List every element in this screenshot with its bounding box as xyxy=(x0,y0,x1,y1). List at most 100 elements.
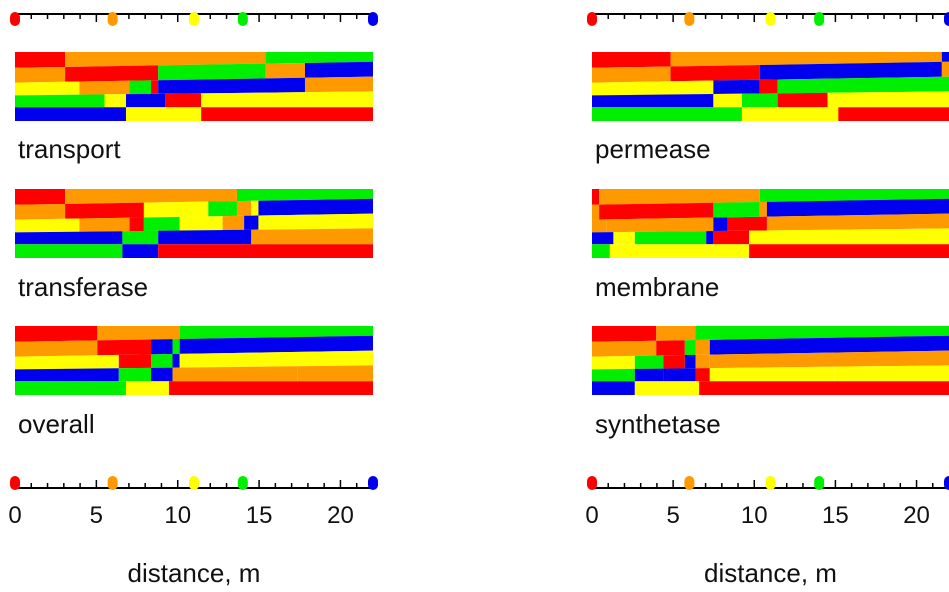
segment-C-2-3 xyxy=(172,353,180,368)
segment-C-2-4 xyxy=(179,350,373,368)
tick-label: 10 xyxy=(164,502,191,529)
tick-label: 20 xyxy=(903,502,930,529)
marker-blue xyxy=(944,476,949,490)
segment-E-0-0 xyxy=(592,189,600,205)
segment-F-4-2 xyxy=(699,381,949,395)
segment-B-1-1 xyxy=(65,202,144,219)
segment-E-4-1 xyxy=(609,244,750,258)
segment-D-2-2 xyxy=(759,79,778,94)
segment-B-3-3 xyxy=(251,228,373,245)
segment-F-1-4 xyxy=(709,335,949,355)
segment-D-2-0 xyxy=(592,80,714,96)
marker-orange xyxy=(107,476,118,490)
segment-B-2-4 xyxy=(179,216,223,231)
segment-C-3-2 xyxy=(151,367,173,382)
marker-blue xyxy=(944,12,949,26)
segment-E-1-0 xyxy=(592,204,600,220)
segment-C-0-0 xyxy=(15,326,98,342)
segment-B-1-4 xyxy=(236,200,252,216)
segment-F-4-0 xyxy=(592,381,635,395)
segment-E-2-3 xyxy=(727,216,767,231)
segment-C-3-3 xyxy=(172,366,298,382)
segment-C-2-1 xyxy=(118,354,152,369)
segment-D-1-0 xyxy=(592,66,671,83)
segment-C-1-1 xyxy=(97,339,152,356)
segment-F-4-1 xyxy=(634,381,700,395)
segment-C-3-0 xyxy=(15,368,119,382)
segment-F-0-2 xyxy=(695,326,949,341)
segment-D-4-1 xyxy=(741,107,839,121)
segment-E-3-1 xyxy=(613,231,635,245)
segment-D-3-1 xyxy=(713,93,742,108)
segment-B-1-6 xyxy=(258,198,373,216)
segment-D-0-0 xyxy=(592,52,671,68)
marker-yellow xyxy=(189,476,199,490)
segment-D-1-2 xyxy=(759,61,942,80)
segment-A-2-3 xyxy=(151,80,159,94)
segment-A-0-0 xyxy=(15,52,66,68)
marker-yellow xyxy=(765,12,776,26)
segment-E-0-2 xyxy=(759,189,949,202)
segment-F-2-0 xyxy=(592,355,635,370)
segment-F-2-5 xyxy=(709,350,949,369)
segment-E-1-4 xyxy=(766,198,949,217)
segment-E-2-1 xyxy=(606,217,714,233)
segment-F-3-3 xyxy=(695,368,710,382)
segment-C-3-4 xyxy=(297,365,373,382)
segment-B-1-2 xyxy=(143,201,209,218)
segment-E-3-3 xyxy=(706,231,714,245)
segment-B-4-1 xyxy=(122,244,159,258)
tick-label: 15 xyxy=(822,502,849,529)
segment-E-1-3 xyxy=(759,201,767,217)
segment-A-2-2 xyxy=(129,80,152,95)
segment-B-3-0 xyxy=(15,231,123,245)
segment-B-1-0 xyxy=(15,203,66,220)
marker-red xyxy=(10,476,20,490)
segment-E-0-1 xyxy=(599,189,760,205)
marker-orange xyxy=(107,12,118,26)
segment-E-2-2 xyxy=(713,217,728,232)
segment-C-1-3 xyxy=(172,339,180,354)
segment-E-2-0 xyxy=(592,219,607,233)
segment-A-1-1 xyxy=(65,65,159,82)
segment-F-1-3 xyxy=(695,339,710,355)
segment-A-1-4 xyxy=(304,61,373,78)
segment-E-3-0 xyxy=(592,232,614,245)
marker-orange xyxy=(684,12,695,26)
segment-A-3-0 xyxy=(15,94,105,108)
segment-E-2-4 xyxy=(766,213,949,231)
x-axis-title: distance, m xyxy=(704,558,837,588)
segment-F-3-0 xyxy=(592,368,635,382)
segment-B-1-5 xyxy=(251,200,259,216)
segment-B-1-3 xyxy=(208,201,237,217)
segment-C-1-0 xyxy=(15,340,98,357)
segment-B-2-1 xyxy=(79,217,130,232)
marker-yellow xyxy=(189,12,199,26)
segment-C-3-1 xyxy=(118,367,152,382)
segment-D-4-2 xyxy=(838,107,949,121)
x-axis-title: distance, m xyxy=(128,558,261,588)
marker-green xyxy=(814,476,825,490)
segment-F-1-2 xyxy=(684,340,696,356)
segment-A-1-0 xyxy=(15,66,66,83)
segment-F-1-1 xyxy=(656,340,685,356)
segment-C-0-1 xyxy=(97,326,180,341)
segment-A-4-1 xyxy=(125,107,202,121)
segment-E-3-5 xyxy=(749,228,949,245)
segment-F-2-1 xyxy=(634,355,664,369)
segment-F-0-1 xyxy=(656,326,696,341)
panel-label: transferase xyxy=(18,272,148,302)
segment-A-0-2 xyxy=(265,52,373,64)
segment-B-4-0 xyxy=(15,244,123,258)
segment-C-4-2 xyxy=(168,381,373,395)
segment-B-2-3 xyxy=(143,216,180,231)
segment-A-1-2 xyxy=(158,63,266,81)
marker-red xyxy=(587,476,597,490)
marker-blue xyxy=(368,476,378,490)
segment-C-4-1 xyxy=(125,381,169,395)
segment-A-4-0 xyxy=(15,107,126,121)
segment-A-0-1 xyxy=(65,52,266,67)
marker-red xyxy=(10,12,20,26)
segment-D-1-3 xyxy=(941,61,949,77)
